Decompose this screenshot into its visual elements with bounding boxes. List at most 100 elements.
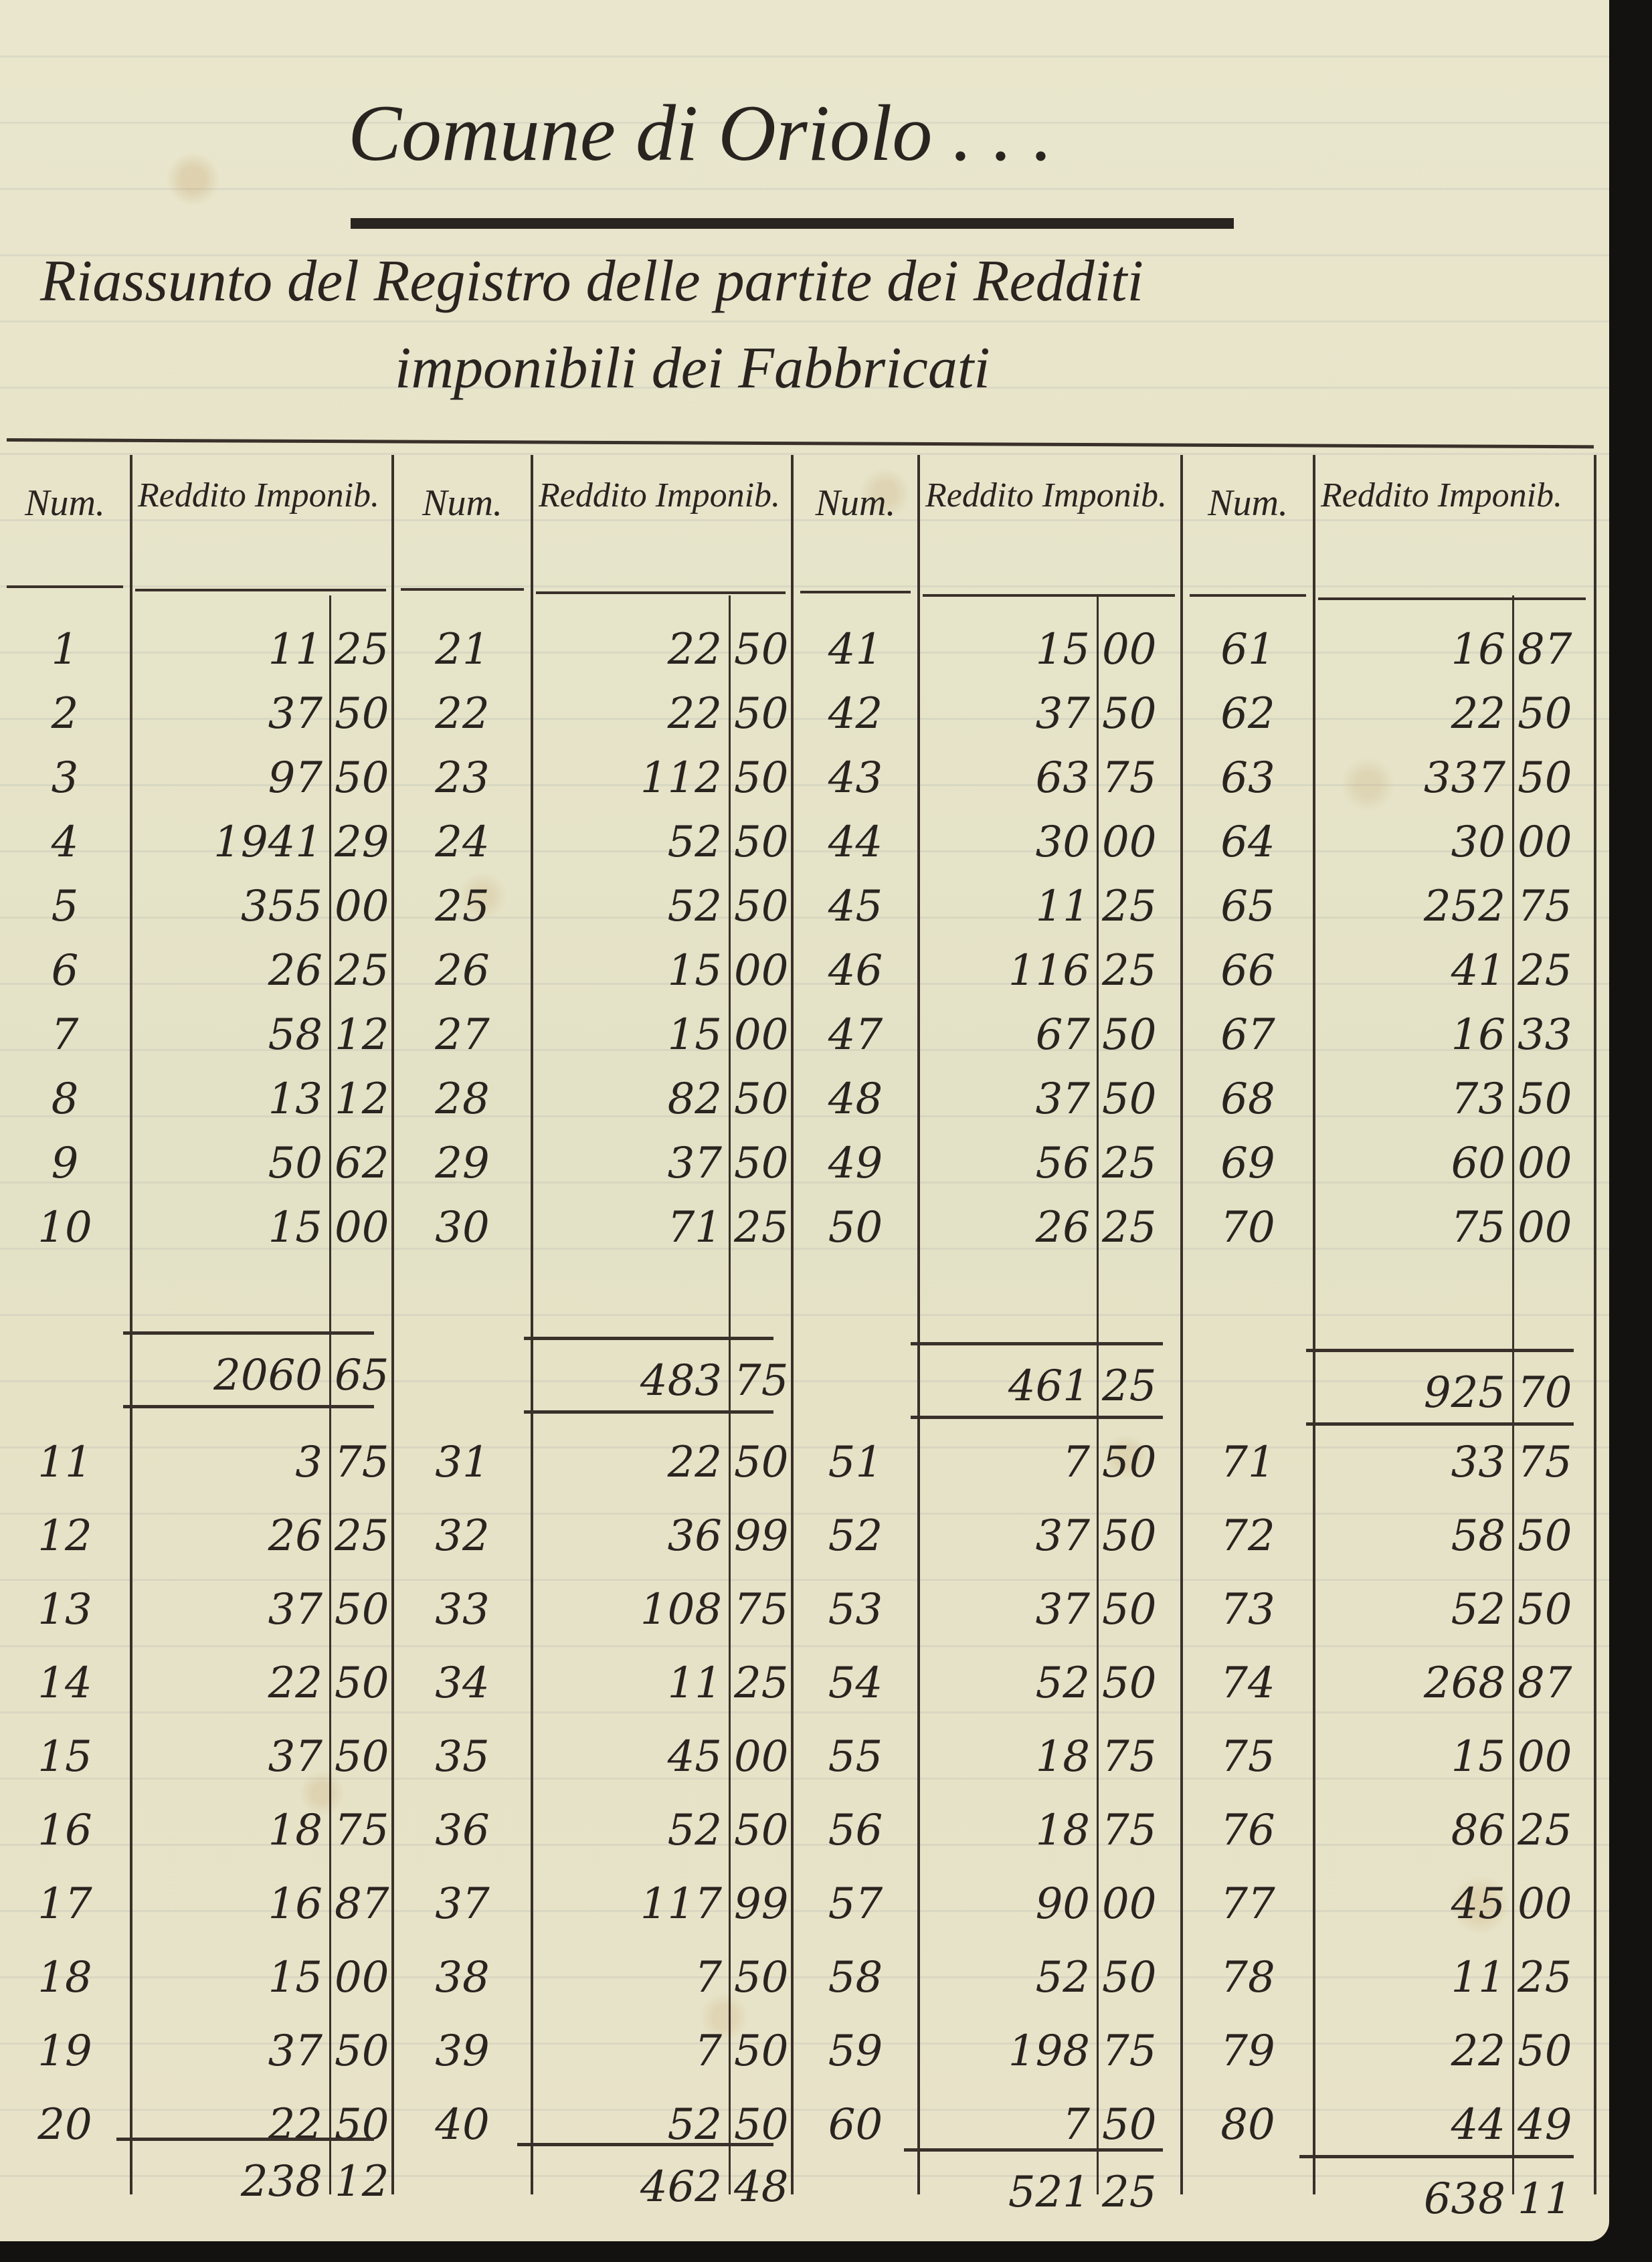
amount-centesimi: 75 <box>1518 882 1572 931</box>
row-number: 50 <box>828 1203 883 1252</box>
amount-lire: 52 <box>667 882 722 931</box>
header-rule <box>1318 597 1586 600</box>
amount-centesimi: 50 <box>734 1438 789 1487</box>
column-divider <box>791 455 794 2194</box>
row-number: 12 <box>37 1511 92 1561</box>
amount-centesimi: 50 <box>1102 1010 1157 1060</box>
subtotal-rule <box>911 1416 1163 1419</box>
column-divider <box>531 455 533 2194</box>
amount-centesimi: 25 <box>335 1511 389 1561</box>
row-number: 49 <box>828 1139 883 1188</box>
amount-lire: 56 <box>1035 1139 1090 1188</box>
subtotal-centesimi: 25 <box>1102 1361 1157 1411</box>
amount-centesimi: 00 <box>734 946 789 996</box>
cents-divider <box>729 595 731 2194</box>
row-number: 1 <box>51 625 79 674</box>
amount-lire: 37 <box>1035 1074 1090 1124</box>
amount-centesimi: 25 <box>1102 882 1157 931</box>
amount-lire: 11 <box>1451 1953 1505 2002</box>
subtotal-lire: 461 <box>1008 1361 1090 1411</box>
amount-centesimi: 50 <box>1518 1585 1572 1634</box>
row-number: 14 <box>37 1659 92 1708</box>
row-number: 25 <box>435 882 490 931</box>
cents-divider <box>1512 595 1514 2194</box>
row-number: 46 <box>828 946 883 996</box>
total-rule <box>1299 2155 1574 2158</box>
row-number: 53 <box>828 1585 883 1634</box>
row-number: 62 <box>1220 689 1275 739</box>
num-header: Num. <box>25 482 105 524</box>
amount-lire: 37 <box>1035 689 1090 739</box>
row-number: 59 <box>828 2027 883 2076</box>
amount-lire: 117 <box>640 1879 722 1929</box>
amount-centesimi: 50 <box>1102 1511 1157 1561</box>
row-number: 2 <box>51 689 79 739</box>
amount-lire: 58 <box>268 1010 323 1060</box>
total-centesimi: 12 <box>335 2157 389 2206</box>
amount-centesimi: 75 <box>335 1438 389 1487</box>
amount-lire: 15 <box>268 1203 323 1252</box>
amount-centesimi: 50 <box>1102 1074 1157 1124</box>
amount-lire: 52 <box>667 818 722 867</box>
row-number: 3 <box>51 753 79 803</box>
row-number: 28 <box>435 1074 490 1124</box>
amount-lire: 45 <box>1451 1879 1505 1929</box>
header-rule <box>135 589 386 591</box>
amount-centesimi: 25 <box>1518 946 1572 996</box>
amount-lire: 30 <box>1451 818 1505 867</box>
amount-lire: 15 <box>268 1953 323 2002</box>
amount-lire: 268 <box>1423 1659 1505 1708</box>
amount-lire: 45 <box>667 1732 722 1782</box>
column-divider <box>1313 455 1315 2194</box>
cents-divider <box>329 595 331 2194</box>
amount-lire: 52 <box>1451 1585 1505 1634</box>
amount-centesimi: 00 <box>1102 1879 1157 1929</box>
row-number: 80 <box>1220 2100 1275 2150</box>
amount-centesimi: 50 <box>335 2027 389 2076</box>
row-number: 35 <box>435 1732 490 1782</box>
column-divider <box>130 455 132 2194</box>
amount-lire: 37 <box>1035 1511 1090 1561</box>
amount-centesimi: 12 <box>335 1010 389 1060</box>
total-rule <box>517 2143 773 2146</box>
total-centesimi: 25 <box>1102 2168 1157 2217</box>
header-rule <box>536 591 786 594</box>
amount-lire: 108 <box>640 1585 722 1634</box>
amount-lire: 7 <box>695 2027 722 2076</box>
row-number: 78 <box>1220 1953 1275 2002</box>
amount-lire: 16 <box>1451 1010 1505 1060</box>
amount-lire: 37 <box>268 1732 323 1782</box>
amount-centesimi: 87 <box>1518 625 1572 674</box>
column-divider <box>917 455 920 2194</box>
amount-lire: 67 <box>1035 1010 1090 1060</box>
row-number: 18 <box>37 1953 92 2002</box>
amount-lire: 50 <box>268 1139 323 1188</box>
subtotal-lire: 483 <box>640 1356 722 1406</box>
amount-lire: 22 <box>268 1659 323 1708</box>
row-number: 33 <box>435 1585 490 1634</box>
row-number: 43 <box>828 753 883 803</box>
subtitle-line-2: imponibili dei Fabbricati <box>395 336 990 401</box>
amount-centesimi: 29 <box>335 818 389 867</box>
total-rule <box>904 2148 1163 2152</box>
amount-lire: 26 <box>1035 1203 1090 1252</box>
amount-centesimi: 25 <box>734 1659 789 1708</box>
amount-centesimi: 50 <box>734 882 789 931</box>
total-lire: 521 <box>1008 2168 1090 2217</box>
amount-centesimi: 50 <box>1518 689 1572 739</box>
subtitle-line-1: Riassunto del Registro delle partite dei… <box>40 249 1143 314</box>
page-title: Comune di Oriolo . . . <box>348 88 1053 177</box>
amount-lire: 33 <box>1451 1438 1505 1487</box>
amount-lire: 16 <box>1451 625 1505 674</box>
amount-lire: 252 <box>1423 882 1505 931</box>
amount-lire: 90 <box>1035 1879 1090 1929</box>
amount-centesimi: 99 <box>734 1511 789 1561</box>
amount-centesimi: 50 <box>734 689 789 739</box>
subtotal-rule <box>1306 1422 1574 1426</box>
amount-centesimi: 50 <box>335 1732 389 1782</box>
row-number: 19 <box>37 2027 92 2076</box>
row-number: 67 <box>1220 1010 1275 1060</box>
amount-lire: 18 <box>1035 1806 1090 1855</box>
row-number: 39 <box>435 2027 490 2076</box>
subtotal-centesimi: 70 <box>1518 1368 1572 1418</box>
